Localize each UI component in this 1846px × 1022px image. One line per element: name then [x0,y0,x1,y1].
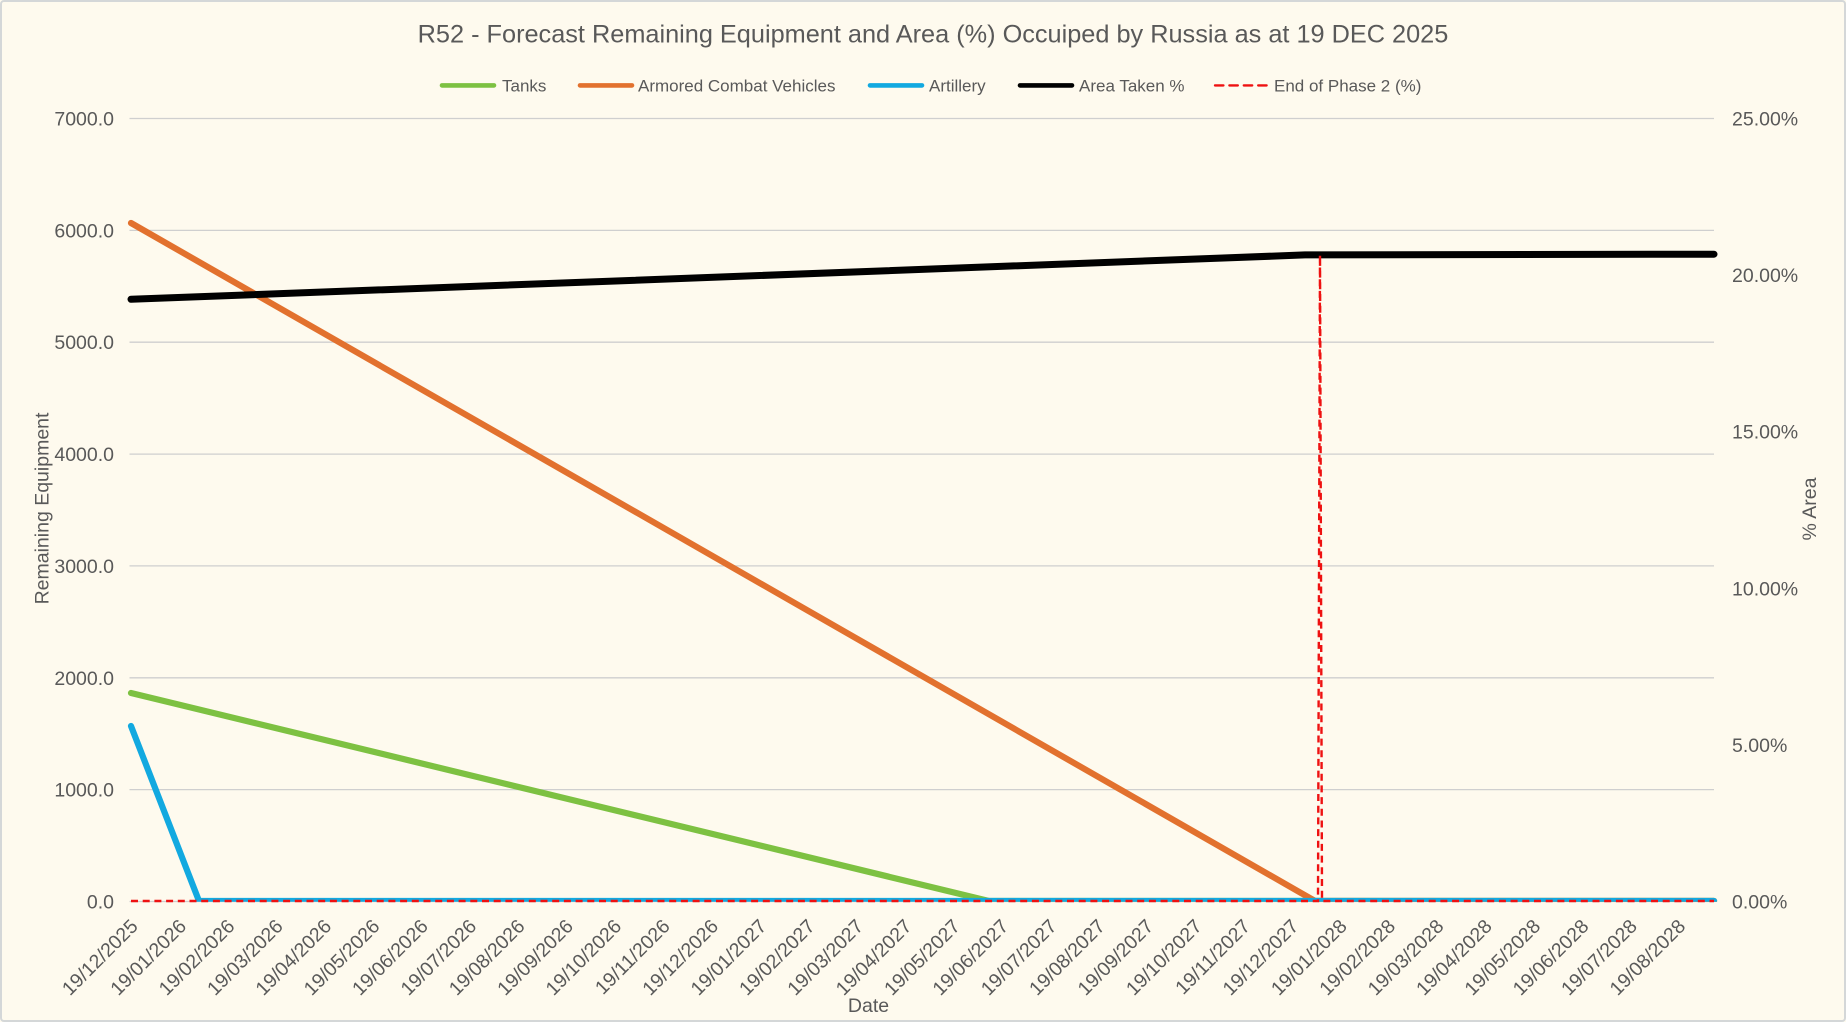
svg-text:25.00%: 25.00% [1732,109,1798,131]
svg-text:Armored Combat Vehicles: Armored Combat Vehicles [638,77,835,96]
svg-text:15.00%: 15.00% [1732,422,1798,444]
svg-text:End of Phase 2 (%): End of Phase 2 (%) [1274,77,1421,96]
svg-text:3000.0: 3000.0 [54,556,114,578]
svg-text:5000.0: 5000.0 [54,332,114,354]
svg-text:2000.0: 2000.0 [54,668,114,690]
svg-text:4000.0: 4000.0 [54,444,114,466]
svg-text:Remaining Equipment: Remaining Equipment [32,412,54,604]
svg-text:Tanks: Tanks [502,77,546,96]
svg-text:Artillery: Artillery [929,77,986,96]
svg-text:0.00%: 0.00% [1732,892,1787,914]
svg-text:0.0: 0.0 [87,892,114,914]
svg-text:Area Taken %: Area Taken % [1079,77,1185,96]
svg-text:% Area: % Area [1799,477,1821,540]
svg-text:1000.0: 1000.0 [54,780,114,802]
svg-text:10.00%: 10.00% [1732,578,1798,600]
svg-text:5.00%: 5.00% [1732,735,1787,757]
svg-text:20.00%: 20.00% [1732,265,1798,287]
svg-text:R52 - Forecast Remaining Equip: R52 - Forecast Remaining Equipment and A… [418,20,1449,48]
svg-text:6000.0: 6000.0 [54,220,114,242]
svg-text:Date: Date [848,995,889,1017]
svg-text:7000.0: 7000.0 [54,109,114,131]
